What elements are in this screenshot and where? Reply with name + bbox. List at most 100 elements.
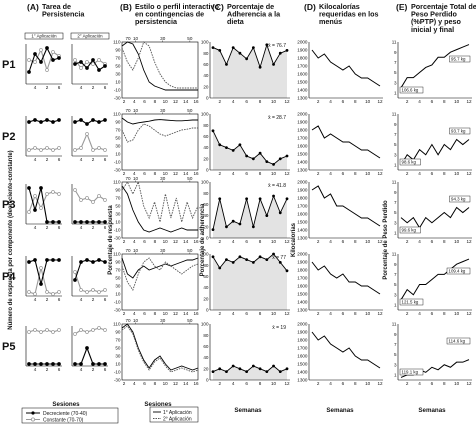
x-tick-label: 12 — [173, 99, 179, 104]
y-tick-label: 11 — [392, 322, 397, 327]
x-tick-label: 12 — [377, 381, 383, 386]
data-point — [245, 258, 249, 261]
x-tick-label: 6 — [143, 311, 146, 316]
y-tick-label: 80 — [203, 191, 209, 196]
data-point-constante — [57, 192, 61, 196]
x-tick-label: 6 — [143, 239, 146, 244]
y-tick-label: 80 — [203, 263, 209, 268]
column-title-line: Persistencia — [42, 10, 85, 19]
legends: Decreciente (70-40) Constante (70-70) 1°… — [21, 406, 199, 424]
panel-a-p5: 4 2 6 4 2 6 — [25, 326, 108, 372]
data-point — [272, 163, 275, 166]
top-tick-label: 50 — [187, 318, 193, 323]
data-point-decreciente — [85, 122, 89, 126]
y-tick-label: 1600 — [297, 72, 308, 77]
y-tick-label: 60 — [203, 274, 209, 279]
data-point-constante — [51, 292, 55, 296]
y-tick-label: 3 — [394, 220, 397, 225]
data-point-decreciente — [85, 66, 89, 70]
data-point-decreciente — [27, 120, 31, 124]
final-weight-label: 93.7 kg — [451, 128, 466, 133]
x-tick-label: 4 — [418, 171, 421, 176]
final-weight-label: 109.4 kg — [449, 268, 466, 273]
x-tick-label: 8 — [154, 171, 157, 176]
data-point-decreciente — [97, 258, 101, 262]
col-c-xlabel: Semanas — [234, 407, 262, 414]
data-point — [211, 228, 215, 232]
column-title-line: requeridas en los — [319, 10, 379, 19]
data-point-constante — [79, 146, 83, 150]
x-tick: 4 — [34, 85, 37, 90]
x-tick-label: 8 — [354, 381, 357, 386]
y-tick-label: 90 — [115, 260, 121, 265]
data-point-constante — [57, 146, 61, 150]
data-point-constante — [27, 330, 31, 334]
y-tick-label: 1800 — [297, 128, 308, 133]
data-point-constante — [51, 330, 55, 334]
x-tick: 6 — [58, 85, 61, 90]
subpanel-app1: 4 2 6 — [25, 326, 62, 372]
x-tick: 2 — [46, 367, 49, 372]
x-tick-label: 4 — [329, 99, 332, 104]
data-point-constante — [79, 198, 83, 202]
data-point-constante — [45, 68, 49, 72]
kcal-line — [311, 331, 381, 369]
initial-weight-box — [399, 226, 421, 234]
legend-a-dec-label: Decreciente (70-40) — [43, 411, 88, 417]
x-tick-label: 6 — [245, 239, 248, 244]
x-tick-label: 8 — [154, 99, 157, 104]
data-point-constante — [97, 194, 101, 198]
y-tick-label: 50 — [115, 276, 121, 281]
x-tick-label: 4 — [232, 171, 235, 176]
data-point-decreciente — [39, 362, 43, 366]
data-point — [258, 65, 262, 69]
x-tick-label: 6 — [143, 99, 146, 104]
data-point-decreciente — [85, 220, 89, 224]
column-title-line: Porcentaje Total de — [411, 2, 476, 11]
data-point — [218, 143, 222, 147]
data-point-decreciente — [45, 220, 49, 224]
y-tick-label: 30 — [115, 72, 121, 77]
series-app2 — [121, 41, 198, 89]
y-tick-label: 0 — [206, 308, 209, 313]
column-title-line: Peso Perdido — [411, 10, 458, 19]
y-tick-label: 80 — [203, 123, 209, 128]
y-tick-label: 60 — [203, 62, 209, 67]
data-point — [278, 370, 282, 373]
data-point-decreciente — [73, 220, 77, 224]
col-c-ylabel: Porcentaje de adherencia — [200, 203, 206, 276]
data-point — [218, 266, 222, 270]
y-tick-label: 5 — [394, 210, 397, 215]
y-tick-label: 100 — [201, 112, 209, 117]
y-tick-label: 100 — [201, 40, 209, 45]
participant-label-p2: P2 — [2, 131, 15, 143]
legend-a-con-marker — [30, 417, 35, 422]
y-tick-label: 1500 — [297, 152, 308, 157]
data-point-constante — [91, 200, 95, 204]
x-tick-label: 2 — [406, 239, 409, 244]
data-point-constante — [103, 288, 107, 292]
y-tick-label: 1 — [394, 91, 397, 96]
subpanel-app2: 2° Aplicación 4 2 6 — [70, 32, 110, 90]
data-point-constante — [103, 328, 107, 332]
data-point — [245, 57, 249, 61]
x-tick-label: 2 — [317, 99, 320, 104]
data-point — [258, 151, 262, 155]
x-tick-label: 4 — [133, 239, 136, 244]
y-tick-label: 0 — [206, 168, 209, 173]
data-point-constante — [73, 188, 77, 192]
panel-b-p4: 10 30 50 70 110 90 70 50 30 10 -10 -302 4 6 8 10 12 14 16 — [113, 248, 199, 316]
data-point — [245, 370, 249, 373]
data-point-constante — [85, 132, 89, 136]
panel-c-p2: 0 20 40 60 80 100 2 4 6 8 10 12 x̄ = 28.7 — [201, 112, 290, 176]
data-point-decreciente — [45, 46, 49, 50]
x-tick-label: 4 — [232, 99, 235, 104]
y-tick-label: 1900 — [297, 120, 308, 125]
data-point-constante — [39, 266, 43, 270]
subpanel-app1: 1° Aplicación 4 2 6 — [24, 32, 64, 90]
top-tick-label: 30 — [160, 176, 166, 181]
data-point-constante — [91, 288, 95, 292]
y-tick-label: 70 — [115, 196, 121, 201]
